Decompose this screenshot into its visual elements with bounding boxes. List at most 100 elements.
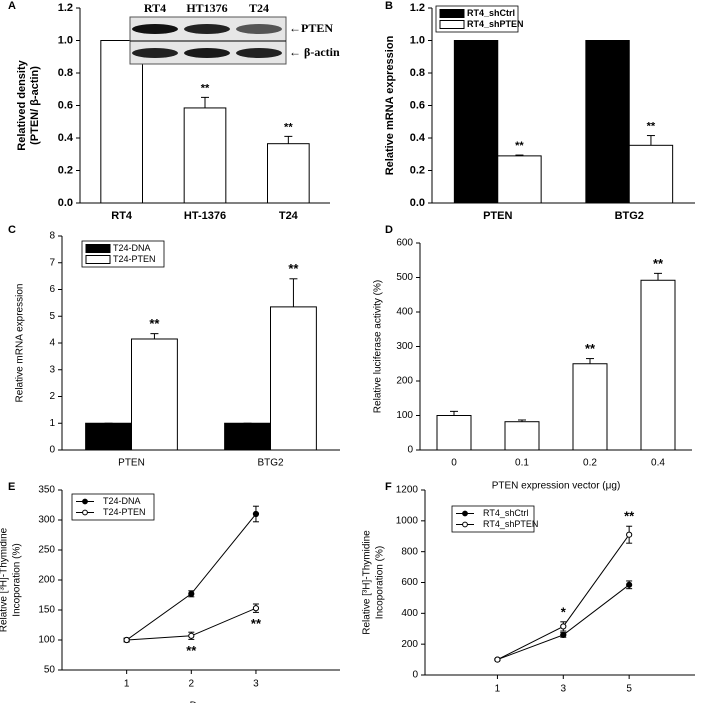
bar xyxy=(628,144,674,204)
y-tick-label: 0 xyxy=(407,445,413,456)
point xyxy=(123,636,130,644)
bar xyxy=(270,306,317,451)
band-label: ← β-actin xyxy=(289,45,340,59)
point xyxy=(560,623,567,630)
line xyxy=(126,513,257,641)
band xyxy=(236,48,282,58)
significance: ** xyxy=(149,316,160,331)
y-tick-label: 300 xyxy=(396,341,413,352)
x-tick-label: PTEN xyxy=(118,458,145,469)
y-tick-label: 0.8 xyxy=(58,67,73,79)
line xyxy=(497,534,630,661)
legend-label: RT4_shCtrl xyxy=(467,8,515,18)
significance: ** xyxy=(186,643,197,658)
y-tick-label: 0 xyxy=(49,445,55,456)
bar xyxy=(436,415,472,451)
legend-label: RT4_shCtrl xyxy=(483,508,528,518)
x-axis-label: Days xyxy=(190,701,213,703)
significance: ** xyxy=(585,341,596,356)
y-tick-label: 2 xyxy=(49,391,55,402)
error-bar xyxy=(515,154,524,156)
y-tick-label: 0.6 xyxy=(410,99,425,111)
panel: F 0 200 400 600 800 1000 1200 Relative [³H]-Thym… xyxy=(362,481,695,695)
panel-letter: A xyxy=(8,0,16,12)
x-tick-label: 3 xyxy=(561,684,567,695)
legend-marker xyxy=(462,510,468,517)
bar xyxy=(497,155,542,204)
y-tick-label: 1.2 xyxy=(410,2,425,14)
band-label: ←PTEN xyxy=(289,21,333,35)
bar xyxy=(85,422,132,451)
x-tick-label: 1 xyxy=(495,684,501,695)
panel-letter: B xyxy=(385,0,393,12)
legend-marker xyxy=(462,521,468,528)
legend-label: RT4_shPTEN xyxy=(483,519,538,529)
x-tick-label: BTG2 xyxy=(257,458,284,469)
legend-marker xyxy=(82,498,88,505)
x-tick-label: 1 xyxy=(124,679,130,690)
bar xyxy=(453,40,499,204)
panel: D 0 100 200 300 400 500 600 Relative luciferase … xyxy=(373,224,692,492)
bar xyxy=(267,143,310,204)
legend-label: T24-DNA xyxy=(113,243,151,253)
y-tick-label: 250 xyxy=(38,545,55,556)
y-tick-label: 600 xyxy=(396,238,413,249)
y-axis-label: Incoporation (%) xyxy=(375,546,386,619)
y-axis-label: Relative mRNA expression xyxy=(15,284,26,403)
y-tick-label: 3 xyxy=(49,364,55,375)
y-tick-label: 400 xyxy=(401,608,418,619)
lane-label: T24 xyxy=(249,1,269,15)
significance: ** xyxy=(647,120,656,132)
y-tick-label: 0.2 xyxy=(58,164,73,176)
y-axis-label: Incoporation (%) xyxy=(12,543,23,616)
y-tick-label: 100 xyxy=(38,635,55,646)
bar xyxy=(585,40,630,204)
y-tick-label: 1.0 xyxy=(58,34,73,46)
x-tick-label: 0.2 xyxy=(583,458,597,469)
band xyxy=(184,24,230,34)
panel: A 0.0 0.2 0.4 0.6 0.8 1.0 1.2 Relatived density(… xyxy=(8,0,340,222)
x-tick-label: 3 xyxy=(253,679,259,690)
legend-box xyxy=(451,505,535,533)
band xyxy=(184,48,230,58)
legend-swatch xyxy=(439,20,465,29)
y-tick-label: 0.4 xyxy=(58,132,74,144)
point xyxy=(494,656,501,663)
significance: * xyxy=(561,604,567,619)
y-axis-label: Relative mRNA expression xyxy=(384,35,396,175)
y-tick-label: 150 xyxy=(38,605,55,616)
y-axis-label: (PTEN/ β-actin) xyxy=(29,66,41,145)
y-tick-label: 0.0 xyxy=(410,197,425,209)
y-tick-label: 5 xyxy=(49,311,55,322)
bar xyxy=(504,421,540,451)
bar xyxy=(183,107,227,204)
bar xyxy=(224,422,272,451)
error-bar xyxy=(289,278,298,307)
panel-letter: D xyxy=(385,224,393,236)
panel: B 0.0 0.2 0.4 0.6 0.8 1.0 1.2 Relative mRNA expr… xyxy=(384,0,695,222)
y-tick-label: 400 xyxy=(396,307,413,318)
x-tick-label: PTEN xyxy=(483,210,512,222)
lane-label: RT4 xyxy=(144,1,166,15)
bar xyxy=(640,279,676,451)
lane-label: HT1376 xyxy=(186,1,227,15)
significance: ** xyxy=(284,121,293,133)
legend-label: RT4_shPTEN xyxy=(467,19,524,29)
x-tick-label: 5 xyxy=(626,684,632,695)
y-tick-label: 50 xyxy=(44,665,56,676)
legend-label: T24-PTEN xyxy=(103,507,146,517)
y-tick-label: 300 xyxy=(38,515,55,526)
band xyxy=(132,48,178,58)
y-tick-label: 800 xyxy=(401,546,418,557)
x-tick-label: RT4 xyxy=(111,210,133,222)
legend-swatch xyxy=(439,9,465,18)
y-axis-label: Relative [³H]-Thymidine xyxy=(362,530,373,635)
error-bar xyxy=(284,135,293,144)
y-tick-label: 0 xyxy=(412,670,418,681)
y-axis-label: Relatived density xyxy=(16,59,28,150)
y-tick-label: 0.2 xyxy=(410,164,425,176)
y-tick-label: 4 xyxy=(49,338,55,349)
y-tick-label: 6 xyxy=(49,284,55,295)
significance: ** xyxy=(624,509,635,524)
y-tick-label: 1.2 xyxy=(58,2,73,14)
